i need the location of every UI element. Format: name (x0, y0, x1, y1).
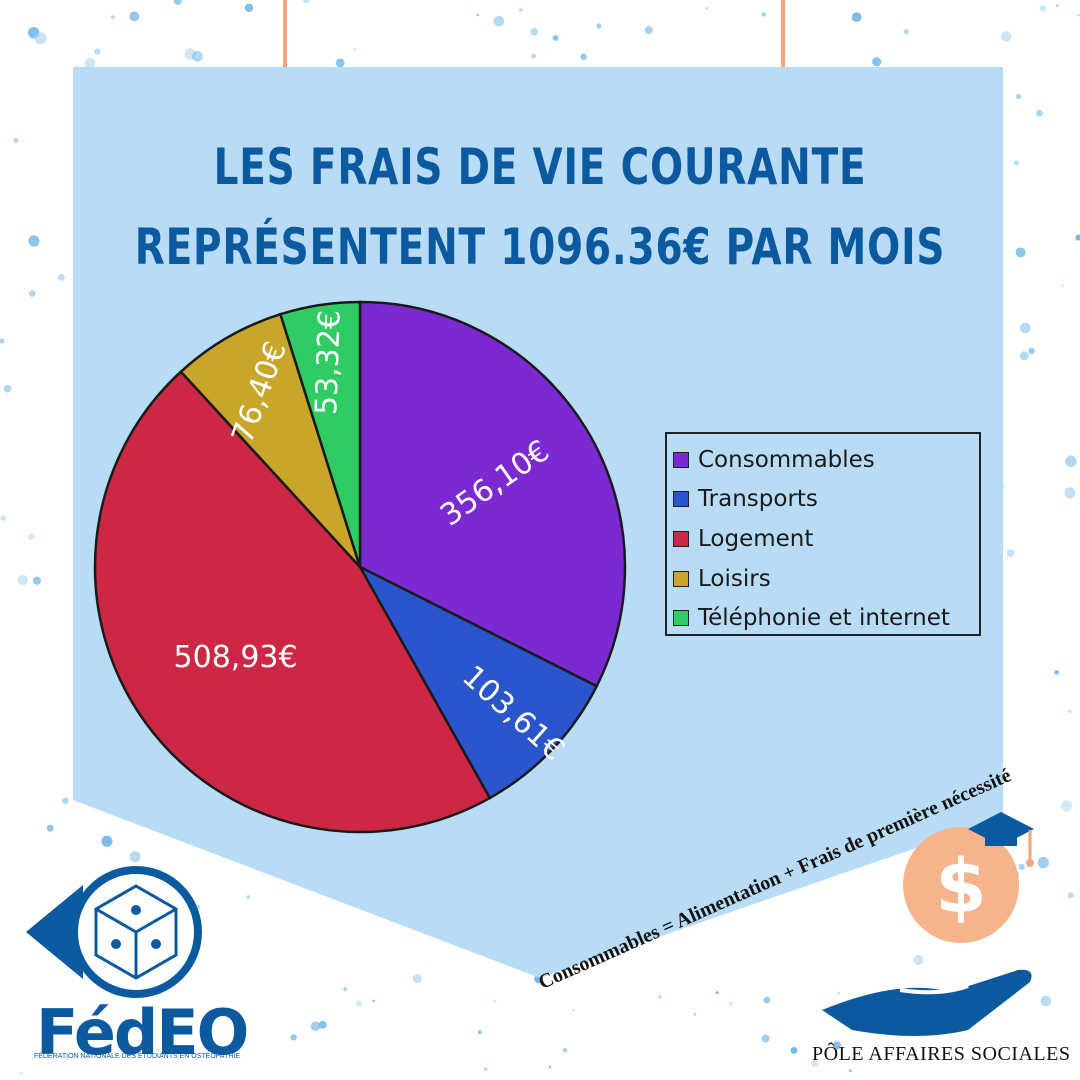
chart-legend: Consommables Transports Logement Loisirs Tél… (665, 432, 981, 636)
pie-slice-4 (278, 300, 362, 568)
slice-value-label: 53,32€ (309, 309, 348, 416)
legend-item: Téléphonie et internet (673, 598, 979, 638)
fedeo-logo-icon (26, 866, 202, 998)
legend-label: Consommables (698, 446, 875, 473)
page-title-line-2: REPRÉSENTENT 1096.36€ PAR MOIS (134, 218, 946, 276)
legend-swatch (673, 491, 689, 508)
coin-hand-logo-icon: $ (822, 812, 1034, 1036)
svg-text:$: $ (935, 844, 987, 930)
legend-swatch (673, 451, 689, 468)
pie-slice-0 (358, 300, 627, 688)
legend-swatch (673, 610, 689, 627)
fedeo-subtitle: FÉDÉRATION NATIONALE DES ÉTUDIANTS EN OS… (34, 1053, 241, 1060)
legend-swatch (673, 570, 689, 587)
legend-swatch (673, 530, 689, 547)
pole-name: PÔLE AFFAIRES SOCIALES (812, 1043, 1071, 1065)
slice-value-label: 508,93€ (173, 639, 298, 675)
legend-item: Consommables (673, 440, 979, 480)
legend-label: Loisirs (698, 565, 771, 592)
fedeo-name: FédEO (36, 996, 249, 1069)
legend-item: Loisirs (673, 559, 979, 599)
legend-label: Téléphonie et internet (698, 605, 950, 632)
pie-slice-3 (179, 312, 362, 568)
legend-item: Logement (673, 519, 979, 559)
legend-item: Transports (673, 480, 979, 520)
legend-label: Logement (698, 525, 814, 552)
pie-chart (93, 300, 627, 834)
pie-slice-1 (356, 564, 599, 800)
page-title-line-1: LES FRAIS DE VIE COURANTE (213, 138, 867, 196)
pie-slice-2 (93, 369, 492, 834)
legend-label: Transports (698, 486, 818, 513)
